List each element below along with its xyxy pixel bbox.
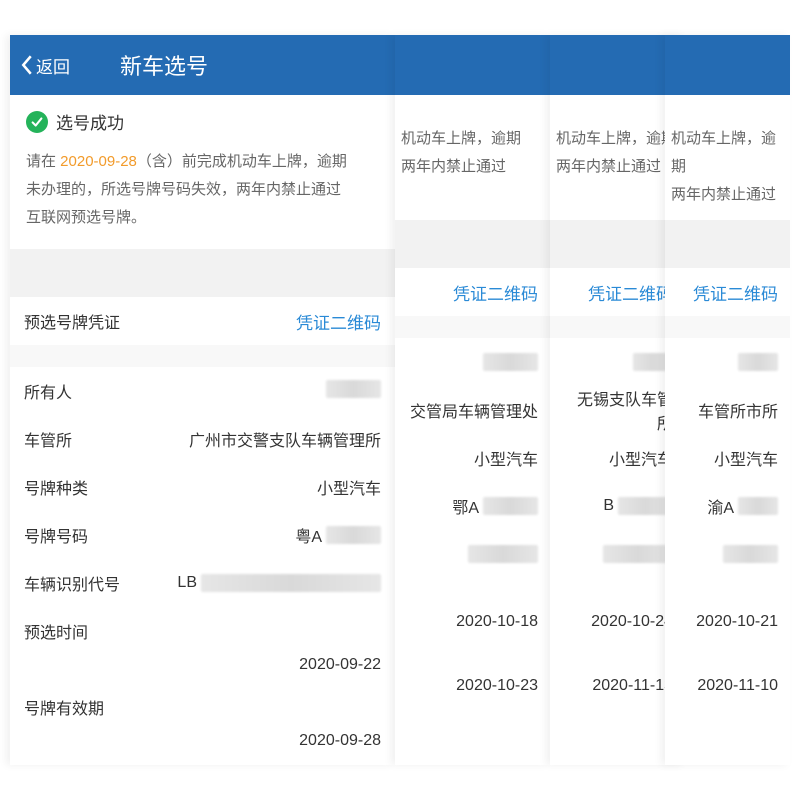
- thin-gap: [665, 316, 790, 338]
- notice-fragment: 机动车上牌，逾期 两年内禁止通过: [665, 95, 790, 220]
- thin-gap: [395, 316, 550, 338]
- plate-prefix: B: [603, 497, 614, 515]
- valid-until-label: 号牌有效期: [24, 695, 104, 719]
- valid-until-value: 2020-11-13: [592, 677, 673, 695]
- valid-until-value: 2020-11-10: [697, 677, 778, 695]
- topbar: 返回 新车选号: [10, 35, 395, 95]
- notice-prefix: 请在: [26, 153, 60, 170]
- valid-until-value: 2020-10-23: [456, 677, 538, 695]
- voucher-qr-link[interactable]: 凭证二维码: [588, 280, 673, 305]
- topbar: [665, 35, 790, 95]
- notice-frag-l2: 两年内禁止通过: [556, 158, 661, 175]
- section-gap: [665, 220, 790, 268]
- redacted-block: [326, 380, 381, 398]
- notice-line3: 互联网预选号牌。: [26, 209, 146, 226]
- plate-no-label: 号牌号码: [24, 523, 88, 547]
- plate-type-value: 小型汽车: [609, 446, 673, 470]
- notice-frag-l2: 两年内禁止通过: [401, 158, 506, 175]
- vin-value: LB: [177, 574, 381, 592]
- row-office: 车管所 广州市交警支队车辆管理所: [10, 415, 395, 463]
- notice-frag-l1: 机动车上牌，逾期: [671, 130, 776, 175]
- back-label: 返回: [36, 53, 70, 78]
- redacted-block: [723, 545, 778, 563]
- redacted-block: [201, 574, 381, 592]
- notice-deadline: 2020-09-28: [60, 153, 137, 170]
- plate-no-value: 粤A: [295, 523, 381, 547]
- plate-prefix: 渝A: [707, 494, 734, 518]
- reserve-time-value: 2020-10-24: [591, 613, 673, 631]
- redacted-block: [603, 545, 673, 563]
- stage: 返回 新车选号 选号成功 请在 2020-09-28（含）前完成机动车上牌，逾期…: [0, 0, 800, 800]
- row-reserve-time-val: 2020-09-22: [10, 641, 395, 689]
- section-gap: [395, 220, 550, 268]
- voucher-qr-link[interactable]: 凭证二维码: [296, 309, 381, 334]
- reserve-time-value: 2020-10-18: [456, 613, 538, 631]
- voucher-qr-link[interactable]: 凭证二维码: [693, 280, 778, 305]
- panel-2: 机动车上牌，逾期 两年内禁止通过 凭证二维码 交管局车辆管理处 小型汽车 鄂A …: [395, 35, 550, 765]
- plate-no-value: 鄂A: [395, 482, 550, 530]
- redacted-block: [468, 545, 538, 563]
- voucher-row: 预选号牌凭证 凭证二维码: [10, 297, 395, 345]
- reserve-time-value: 2020-10-21: [696, 613, 778, 631]
- voucher-label: 预选号牌凭证: [24, 309, 120, 333]
- redacted-block: [738, 353, 778, 371]
- plate-type-value: 小型汽车: [317, 475, 381, 499]
- plate-type-label: 号牌种类: [24, 475, 88, 499]
- section-gap: [10, 249, 395, 297]
- vin-label: 车辆识别代号: [24, 571, 120, 595]
- owner-value: [395, 338, 550, 386]
- notice-text: 请在 2020-09-28（含）前完成机动车上牌，逾期 未办理的，所选号牌号码失…: [10, 144, 395, 249]
- vin-value: [665, 530, 790, 578]
- notice-fragment: 机动车上牌，逾期 两年内禁止通过: [395, 95, 550, 220]
- office-value: 交管局车辆管理处: [410, 398, 538, 422]
- owner-label: 所有人: [24, 379, 72, 403]
- owner-value: [665, 338, 790, 386]
- owner-value: [326, 380, 381, 403]
- panel-4: 机动车上牌，逾期 两年内禁止通过 凭证二维码 车管所市所 小型汽车 渝A 202…: [665, 35, 790, 765]
- notice-suffix1: （含）前完成机动车上牌，逾期: [137, 153, 347, 170]
- page-title: 新车选号: [120, 49, 208, 81]
- topbar: [395, 35, 550, 95]
- plate-type-value: 小型汽车: [474, 446, 538, 470]
- status-row: 选号成功: [10, 95, 395, 144]
- office-label: 车管所: [24, 427, 72, 451]
- plate-no-value: 渝A: [665, 482, 790, 530]
- valid-until-value: 2020-09-28: [299, 732, 381, 750]
- notice-frag-l1: 机动车上牌，逾期: [556, 130, 676, 147]
- office-value: 车管所市所: [698, 398, 778, 422]
- reserve-time-value: 2020-09-22: [299, 656, 381, 674]
- office-value: 无锡支队车管所: [562, 386, 673, 434]
- plate-type-value: 小型汽车: [714, 446, 778, 470]
- vin-prefix: LB: [177, 574, 197, 592]
- notice-frag-l2: 两年内禁止通过: [671, 186, 776, 203]
- column: 凭证二维码 交管局车辆管理处 小型汽车 鄂A 2020-10-18 2020-1…: [395, 268, 550, 710]
- status-text: 选号成功: [56, 109, 124, 134]
- chevron-left-icon: [20, 55, 34, 75]
- office-value: 广州市交警支队车辆管理所: [189, 427, 381, 451]
- row-vin: 车辆识别代号 LB: [10, 559, 395, 607]
- redacted-block: [483, 353, 538, 371]
- panel-1: 返回 新车选号 选号成功 请在 2020-09-28（含）前完成机动车上牌，逾期…: [10, 35, 395, 765]
- row-plate-type: 号牌种类 小型汽车: [10, 463, 395, 511]
- notice-frag-l1: 机动车上牌，逾期: [401, 130, 521, 147]
- vin-value: [395, 530, 550, 578]
- back-button[interactable]: 返回: [20, 53, 70, 78]
- redacted-block: [483, 497, 538, 515]
- redacted-block: [738, 497, 778, 515]
- column: 凭证二维码 车管所市所 小型汽车 渝A 2020-10-21 2020-11-1…: [665, 268, 790, 710]
- row-plate-no: 号牌号码 粤A: [10, 511, 395, 559]
- plate-prefix: 粤A: [295, 523, 322, 547]
- voucher-qr-link[interactable]: 凭证二维码: [453, 280, 538, 305]
- reserve-time-label: 预选时间: [24, 619, 88, 643]
- row-owner: 所有人: [10, 367, 395, 415]
- redacted-block: [326, 526, 381, 544]
- plate-prefix: 鄂A: [452, 494, 479, 518]
- row-valid-until-val: 2020-09-28: [10, 717, 395, 765]
- thin-gap: [10, 345, 395, 367]
- notice-line2: 未办理的，所选号牌号码失效，两年内禁止通过: [26, 181, 341, 198]
- success-check-icon: [26, 111, 48, 133]
